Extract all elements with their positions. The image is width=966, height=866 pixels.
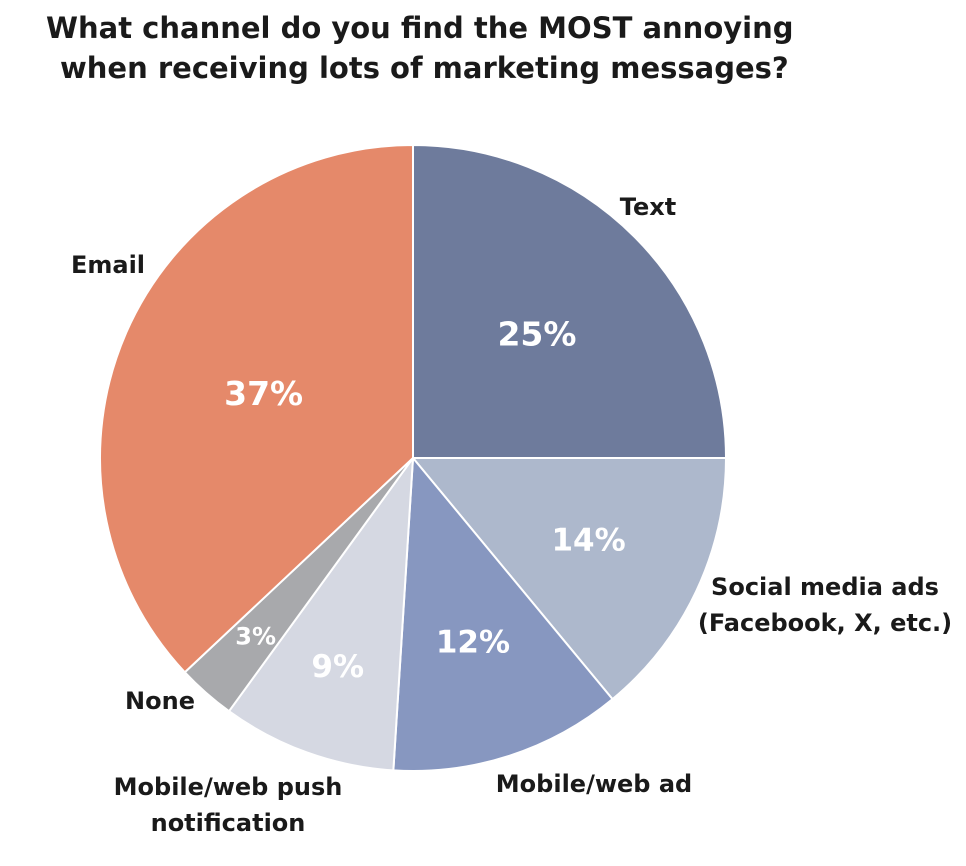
value-label-email: 37% — [224, 374, 303, 413]
value-label-social: 14% — [551, 523, 625, 559]
pie-slice-mobile-ad — [392, 457, 614, 772]
category-label-push: Mobile/web push notification — [114, 773, 343, 837]
category-label-push-line: Mobile/web push — [114, 773, 343, 801]
category-label-mobile-ad-line: Mobile/web ad — [496, 770, 692, 798]
category-label-social-line: (Facebook, X, etc.) — [698, 609, 952, 637]
category-label-text: Text — [620, 193, 676, 221]
category-label-social: Social media ads (Facebook, X, etc.) — [698, 573, 952, 637]
category-label-text-line: Text — [620, 193, 676, 221]
pie-slice-text — [412, 144, 727, 459]
category-label-none: None — [125, 687, 195, 715]
chart-title: What channel do you find the MOST annoyi… — [46, 8, 806, 88]
value-label-text: 25% — [497, 315, 576, 354]
category-label-none-line: None — [125, 687, 195, 715]
value-label-mobile-ad: 12% — [436, 625, 510, 661]
chart-title-line-2: when receiving lots of marketing message… — [60, 51, 789, 85]
chart-title-line-1: What channel do you find the MOST annoyi… — [46, 11, 794, 45]
value-label-none: 3% — [235, 622, 276, 650]
category-label-social-line: Social media ads — [711, 573, 939, 601]
pie-slice-push — [228, 457, 414, 772]
category-label-push-line: notification — [151, 809, 306, 837]
category-label-email-line: Email — [71, 251, 145, 279]
category-label-email: Email — [71, 251, 145, 279]
pie-slice-social — [412, 457, 727, 701]
value-label-push: 9% — [311, 649, 364, 685]
pie-slice-email — [99, 144, 414, 674]
category-label-mobile-ad: Mobile/web ad — [496, 770, 692, 798]
